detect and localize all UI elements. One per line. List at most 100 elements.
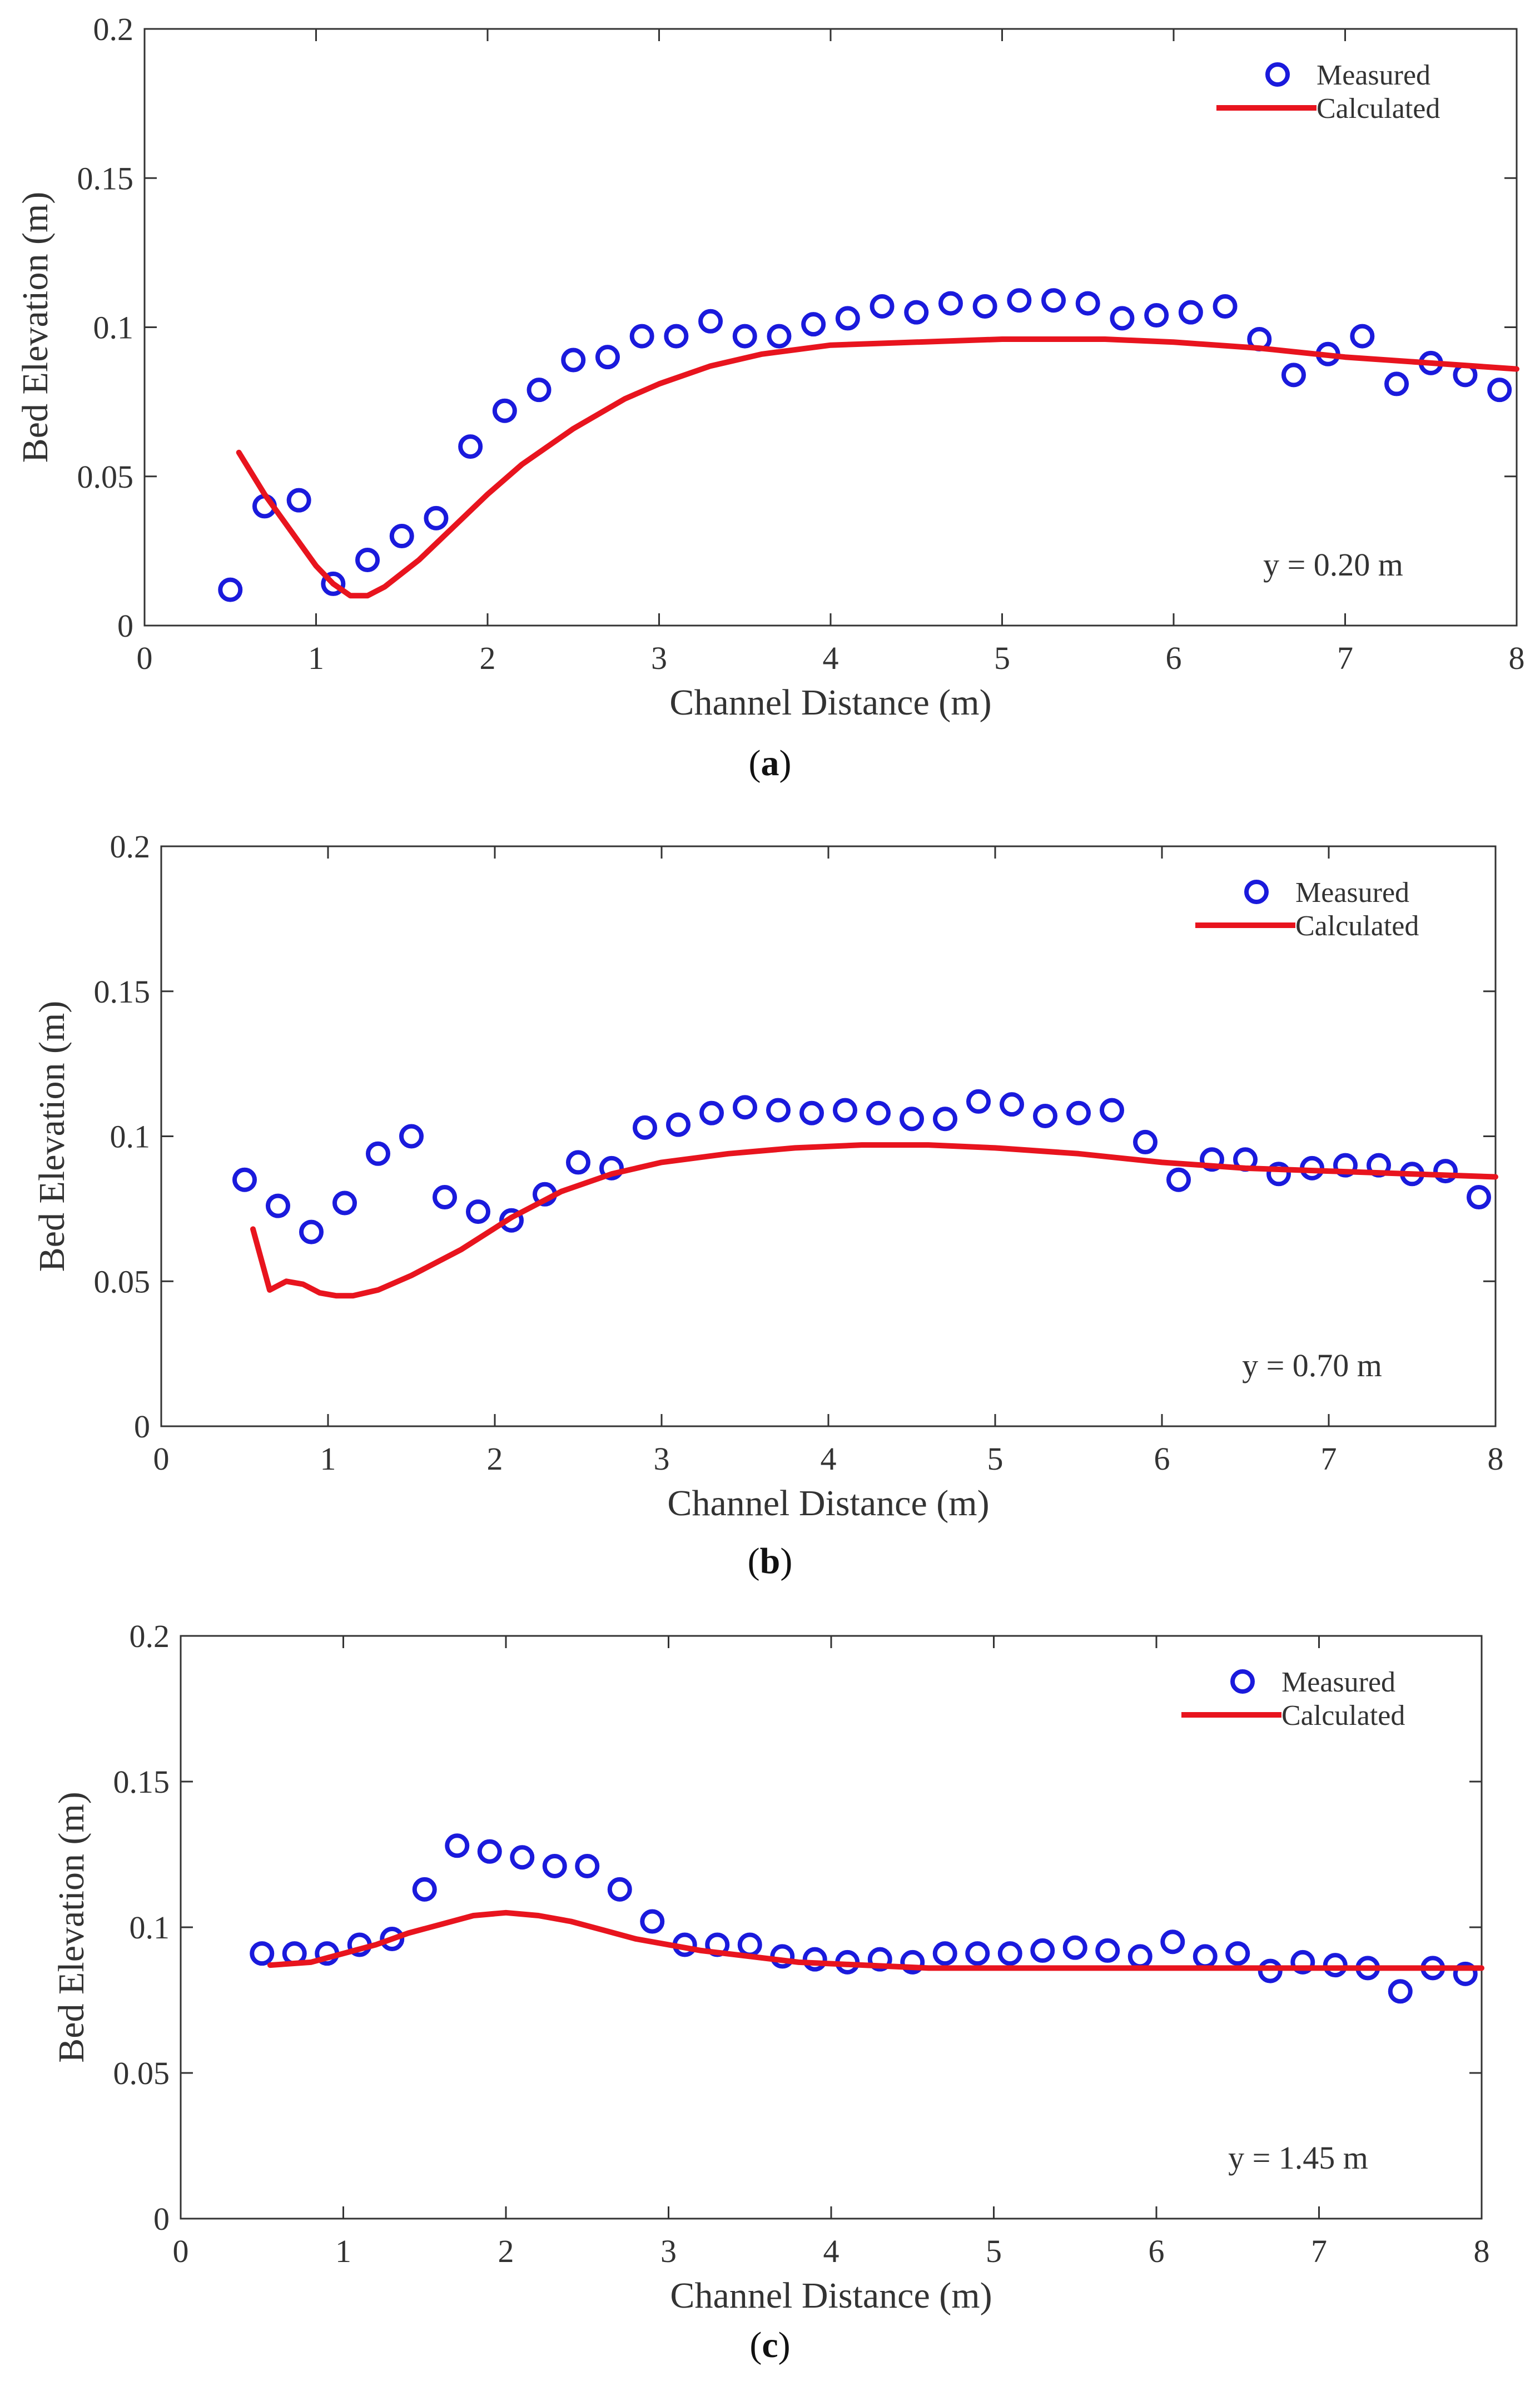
measured-point: [966, 1089, 991, 1114]
x-tick-label: 1: [335, 2233, 351, 2269]
x-tick-label: 6: [1154, 1441, 1170, 1477]
y-tick-label: 0: [134, 1408, 150, 1445]
measured-point: [299, 1219, 324, 1244]
measured-point: [1041, 288, 1066, 313]
measured-point: [666, 1112, 690, 1137]
measured-point: [1007, 288, 1032, 313]
measured-point: [510, 1845, 535, 1870]
measured-point: [1266, 1162, 1291, 1187]
x-tick-label: 3: [660, 2233, 677, 2269]
measured-point: [698, 309, 723, 334]
x-axis-label: Channel Distance (m): [670, 2275, 992, 2316]
x-tick-label: 6: [1149, 2233, 1165, 2269]
measured-point: [595, 345, 620, 370]
measured-point: [1333, 1153, 1358, 1178]
x-axis-label: Channel Distance (m): [669, 682, 991, 723]
measured-point: [321, 571, 346, 596]
measured-point: [965, 1941, 990, 1966]
x-tick-label: 1: [308, 640, 324, 676]
measured-point: [802, 1947, 827, 1972]
x-tick-label: 0: [173, 2233, 189, 2269]
measured-point: [732, 324, 757, 349]
measured-point: [1213, 294, 1238, 319]
measured-point: [412, 1877, 437, 1902]
measured-point: [1127, 1944, 1152, 1969]
x-tick-label: 2: [487, 1441, 503, 1477]
panel-label-close: ): [778, 2325, 791, 2365]
panel-label-c: (c): [0, 2324, 1540, 2367]
y-tick-label: 0: [153, 2201, 170, 2237]
legend-measured-marker: [1230, 1669, 1255, 1694]
measured-point: [1384, 371, 1409, 396]
measured-point: [933, 1107, 957, 1132]
measured-point: [477, 1839, 502, 1864]
x-tick-label: 7: [1337, 640, 1353, 676]
x-axis-label: Channel Distance (m): [667, 1483, 989, 1524]
profile-location-annotation: y = 0.70 m: [1242, 1347, 1382, 1383]
measured-point: [266, 1193, 290, 1218]
measured-point: [218, 577, 243, 602]
panel-label-open: (: [747, 1541, 760, 1581]
legend-measured-label: Measured: [1295, 877, 1409, 909]
y-tick-label: 0.2: [130, 1618, 170, 1654]
measured-point: [1388, 1979, 1413, 2004]
measured-point: [542, 1853, 567, 1878]
measured-point: [833, 1098, 857, 1123]
measured-point: [445, 1833, 470, 1858]
x-tick-label: 8: [1509, 640, 1525, 676]
y-tick-label: 0.05: [77, 459, 134, 495]
y-tick-label: 0.1: [130, 1909, 170, 1946]
profile-location-annotation: y = 0.20 m: [1263, 547, 1403, 583]
measured-point: [366, 1141, 390, 1166]
panel-label-letter: b: [759, 1541, 781, 1581]
y-tick-label: 0.15: [77, 160, 134, 196]
y-tick-label: 0.1: [93, 310, 134, 346]
measured-point: [1110, 306, 1135, 331]
plot-area-frame: [143, 28, 1518, 627]
y-tick-label: 0.05: [113, 2055, 170, 2091]
measured-point: [801, 312, 826, 337]
x-tick-label: 2: [498, 2233, 514, 2269]
measured-point: [972, 294, 997, 319]
y-tick-label: 0.1: [110, 1119, 151, 1155]
legend-calculated-label: Calculated: [1281, 1700, 1405, 1732]
measured-point: [866, 1100, 891, 1125]
measured-point: [575, 1853, 600, 1878]
y-tick-label: 0: [117, 608, 133, 644]
panel-label-close: ): [779, 743, 792, 783]
measured-point: [699, 1100, 724, 1125]
panel-label-a: (a): [0, 742, 1540, 785]
x-tick-label: 4: [823, 2233, 839, 2269]
measured-point: [250, 1941, 275, 1966]
measured-point: [561, 348, 586, 373]
measured-point: [1453, 1961, 1478, 1986]
x-tick-label: 6: [1166, 640, 1182, 676]
x-tick-label: 0: [137, 640, 153, 676]
legend-measured-marker: [1265, 62, 1290, 87]
legend-measured-marker: [1244, 880, 1269, 904]
chart-panel-c: 0 1 2 3 4 5 6 7 8 0 0.05 0.1 0.15 0.2 Channel Distance…: [51, 1618, 1490, 2316]
measured-point: [1100, 1098, 1124, 1123]
chart-panel-b: 0 1 2 3 4 5 6 7 8 0 0.05 0.1 0.15 0.2 Channel Distance…: [32, 829, 1504, 1524]
measured-point: [1323, 1953, 1348, 1978]
measured-point: [499, 1208, 524, 1233]
legend-measured-label: Measured: [1281, 1666, 1395, 1698]
y-axis-label: Bed Elevation (m): [51, 1792, 92, 2063]
measured-point: [904, 300, 929, 325]
legend-calculated-label: Calculated: [1295, 910, 1419, 942]
calculated-series-line: [236, 336, 1519, 599]
measured-point: [932, 1941, 957, 1966]
panel-label-letter: c: [762, 2325, 778, 2365]
measured-point: [1160, 1929, 1185, 1955]
measured-point: [1350, 324, 1375, 349]
panel-label-open: (: [748, 743, 761, 783]
measured-point: [1200, 1147, 1224, 1172]
measured-point: [458, 434, 483, 459]
measured-point: [1178, 300, 1203, 325]
x-tick-label: 0: [153, 1441, 170, 1477]
measured-point: [1066, 1100, 1091, 1125]
x-tick-label: 5: [994, 640, 1010, 676]
measured-point: [766, 1098, 791, 1123]
x-tick-label: 2: [480, 640, 496, 676]
measured-point: [867, 1947, 892, 1972]
